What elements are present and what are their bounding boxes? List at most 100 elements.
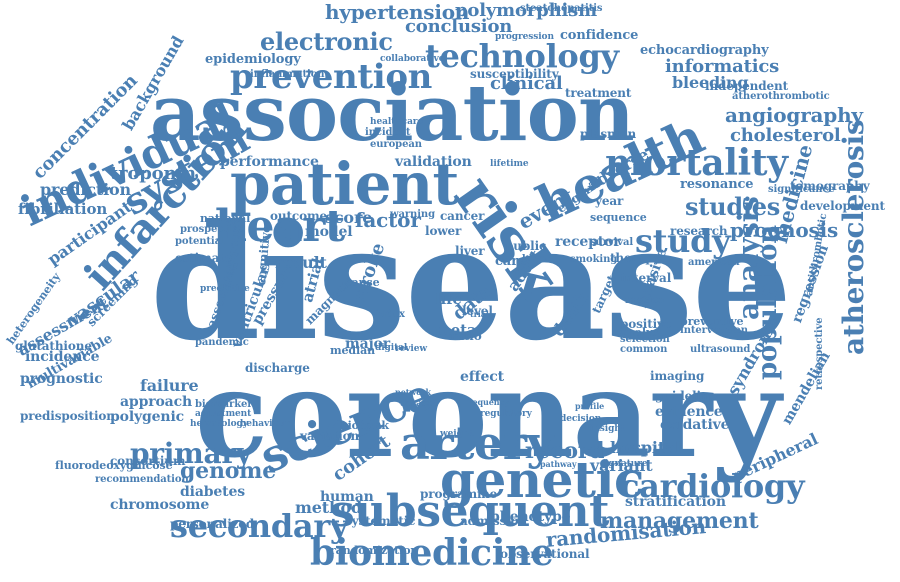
cloud-word: failure: [140, 376, 199, 395]
cloud-word: artery: [400, 416, 553, 470]
cloud-word: randomization: [330, 544, 419, 557]
cloud-word: mortality: [605, 142, 788, 184]
cloud-word: insight: [590, 424, 625, 434]
cloud-word: method: [295, 498, 363, 517]
cloud-word: imaging: [650, 369, 705, 383]
cloud-word: estimate: [175, 251, 233, 265]
cloud-word: network: [395, 387, 432, 397]
cloud-word: prognostic: [20, 371, 103, 387]
cloud-word: informatics: [665, 56, 780, 77]
cloud-word: coronary: [195, 344, 781, 485]
cloud-word: troponin: [110, 163, 196, 184]
cloud-word: atherosclerosis: [837, 119, 870, 355]
cloud-word: systematic: [345, 514, 416, 528]
cloud-word: progression: [495, 32, 554, 42]
cloud-word: approach: [120, 394, 193, 410]
cloud-word: subsequent: [330, 486, 609, 537]
cloud-word: guideline: [655, 389, 718, 403]
cloud-word: evidence: [655, 404, 723, 420]
cloud-word: analyse: [620, 326, 666, 339]
cloud-word: biomedicine: [310, 532, 554, 574]
cloud-word: secondary: [170, 507, 349, 545]
cloud-word: incident: [365, 127, 411, 138]
cloud-word: human: [320, 489, 374, 505]
cloud-word: phenotype: [490, 509, 571, 525]
cloud-word: interval: [620, 271, 672, 285]
cloud-word: trial: [470, 309, 489, 319]
cloud-word: smoking: [570, 254, 618, 265]
cloud-word: plasmon: [580, 127, 637, 141]
cloud-word: weight: [440, 429, 474, 439]
cloud-word: factor: [355, 208, 421, 232]
cloud-word: validation: [395, 154, 472, 170]
cloud-word: year: [595, 194, 624, 208]
cloud-word: potential: [175, 236, 225, 247]
cloud-word: regulatory: [480, 409, 532, 419]
cloud-word: positive: [620, 317, 672, 331]
cloud-word: cancer: [440, 209, 485, 223]
cloud-word: studies: [685, 192, 781, 221]
cloud-word: european: [370, 139, 422, 150]
cloud-word: bleeding: [672, 73, 749, 92]
cloud-word: resonance: [680, 177, 754, 192]
cloud-word: clinical: [490, 73, 563, 94]
cloud-word: disease: [150, 191, 792, 376]
cloud-word: prognosis: [730, 218, 839, 242]
cloud-word: medical: [625, 295, 669, 306]
cloud-word: cardiology: [620, 467, 805, 505]
cloud-word: epidemiology: [205, 52, 301, 67]
cloud-word: result: [275, 253, 327, 272]
cloud-word: fluorodeoxyglucose: [55, 459, 173, 472]
cloud-word: fibrillation: [18, 200, 108, 218]
cloud-word: effect: [460, 369, 505, 385]
cloud-word: public: [505, 239, 547, 253]
cloud-word: admission: [460, 514, 528, 528]
cloud-word: polymorphism: [455, 0, 597, 21]
cloud-word: american: [688, 257, 740, 268]
cloud-word: variation: [300, 429, 360, 443]
cloud-word: recommendation: [95, 474, 189, 485]
cloud-word: cause: [345, 276, 380, 289]
cloud-word: adjustment: [195, 409, 252, 419]
cloud-word: independent: [705, 79, 789, 93]
cloud-word: frequency: [465, 397, 509, 407]
cloud-word: study: [635, 222, 731, 260]
cloud-word: dataset: [400, 399, 437, 409]
cloud-word: consortium: [110, 454, 186, 468]
cloud-word: echocardiography: [640, 43, 769, 58]
cloud-word: development: [800, 199, 885, 213]
cloud-word: liver: [455, 244, 485, 258]
cloud-word: index: [375, 309, 405, 320]
cloud-word: pathway: [540, 459, 577, 469]
cloud-word: common: [620, 344, 668, 355]
cloud-word: hypertension: [325, 0, 470, 24]
cloud-word: pandemic: [195, 337, 249, 348]
cloud-word: predictive: [200, 284, 250, 294]
cloud-word: atherothrombotic: [732, 91, 830, 102]
cloud-word: management: [600, 508, 759, 534]
cloud-word: profile: [575, 401, 605, 411]
cloud-word: heart: [215, 201, 345, 252]
cloud-word: prevention: [230, 57, 433, 97]
cloud-word: tomography: [790, 179, 870, 193]
cloud-word: observational: [500, 547, 590, 561]
cloud-word: variant: [590, 456, 653, 475]
cloud-word: polygenic: [110, 409, 185, 425]
cloud-word: ultrasound: [690, 344, 751, 355]
cloud-word: review: [395, 344, 428, 354]
cloud-word: life: [435, 290, 462, 308]
cloud-word: record: [525, 438, 605, 464]
cloud-word: care: [495, 254, 526, 269]
cloud-word: biobank: [340, 419, 389, 432]
cloud-word: level: [462, 304, 493, 318]
cloud-word: warning: [390, 209, 435, 220]
cloud-word: sequence: [590, 211, 647, 224]
cloud-word: national: [200, 212, 251, 225]
cloud-word: blood: [522, 254, 553, 265]
cloud-word: genome: [180, 458, 277, 484]
cloud-word: outcome: [270, 209, 328, 223]
cloud-word: behaviour: [240, 419, 290, 429]
cloud-word: meta: [435, 321, 477, 339]
cloud-word: median: [330, 344, 375, 357]
